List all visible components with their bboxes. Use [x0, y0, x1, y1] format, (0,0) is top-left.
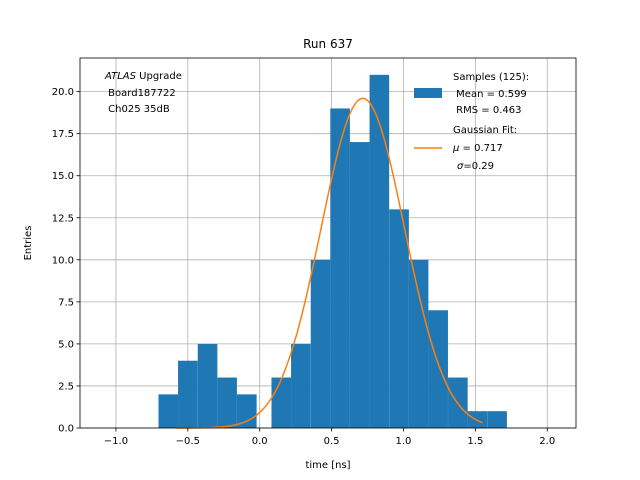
x-tick-label: −0.5	[176, 436, 200, 447]
legend-fit-line1: Gaussian Fit:	[453, 125, 517, 136]
y-tick-label: 2.5	[58, 381, 74, 392]
y-tick-label: 12.5	[52, 213, 74, 224]
histogram-bars	[158, 74, 507, 429]
y-tick-label: 10.0	[52, 255, 74, 266]
histogram-bar	[428, 310, 448, 428]
annotation-block: ATLAS Upgrade Board187722 Ch025 35dB	[104, 71, 182, 115]
legend-samples-line1: Samples (125):	[453, 72, 529, 83]
x-tick-label: −1.0	[104, 436, 128, 447]
histogram-bar	[197, 343, 218, 428]
y-tick-label: 0.0	[58, 424, 74, 435]
gaussian-fit-curve	[176, 97, 483, 429]
histogram-bar	[369, 74, 390, 429]
svg-text:ATLAS Upgrade: ATLAS Upgrade	[104, 71, 182, 82]
histogram-bar	[408, 259, 429, 428]
histogram-bar	[487, 411, 507, 428]
annotation-channel: Ch025 35dB	[105, 104, 170, 115]
y-tick-label: 7.5	[58, 297, 74, 308]
svg-text:σ=0.29: σ=0.29	[457, 161, 494, 172]
x-tick-label: 1.5	[467, 436, 483, 447]
y-tick-label: 17.5	[52, 129, 74, 140]
x-axis-title: time [ns]	[305, 460, 350, 471]
x-tick-label: 2.0	[539, 436, 555, 447]
y-tick-label: 15.0	[52, 171, 74, 182]
y-tick-label: 5.0	[58, 339, 74, 350]
y-tick-label: 20.0	[52, 87, 74, 98]
legend: Samples (125): Mean = 0.599 RMS = 0.463 …	[414, 72, 529, 172]
plot-frame	[79, 57, 577, 429]
histogram-bar	[389, 209, 409, 428]
x-tick-label: 1.0	[396, 436, 412, 447]
legend-samples-swatch	[414, 88, 442, 98]
y-axis-title: Entries	[23, 226, 34, 261]
histogram-bar	[217, 377, 237, 428]
histogram-bar	[310, 259, 331, 428]
x-tick-label: 0.5	[324, 436, 340, 447]
annotation-board: Board187722	[105, 88, 176, 99]
histogram-bar	[271, 377, 292, 428]
histogram-bar	[467, 411, 488, 428]
x-axis-ticks: −1.0 −0.5 0.0 0.5 1.0 1.5 2.0	[104, 428, 555, 447]
legend-fit-sigma-value: =0.29	[463, 161, 494, 172]
annotation-upgrade: Upgrade	[136, 71, 182, 82]
legend-fit-mu-value: = 0.717	[459, 143, 502, 154]
y-axis-ticks: 0.0 2.5 5.0 7.5 10.0 12.5 15.0 17.5 20.0	[52, 87, 80, 435]
annotation-atlas: ATLAS	[104, 71, 137, 82]
x-tick-label: 0.0	[252, 436, 268, 447]
chart-title: Run 637	[303, 37, 353, 51]
svg-text:μ = 0.717: μ = 0.717	[452, 143, 503, 154]
legend-samples-line2: Mean = 0.599	[453, 89, 527, 100]
histogram-bar	[330, 108, 350, 429]
legend-fit-sigma-symbol: σ	[457, 161, 464, 172]
histogram-bar	[178, 360, 198, 428]
histogram-bar	[349, 142, 370, 428]
legend-fit-mu-symbol: μ	[452, 143, 459, 154]
histogram-bar	[158, 394, 179, 428]
legend-samples-line3: RMS = 0.463	[453, 105, 521, 116]
histogram-bar	[236, 394, 257, 428]
histogram-bar	[291, 343, 311, 428]
